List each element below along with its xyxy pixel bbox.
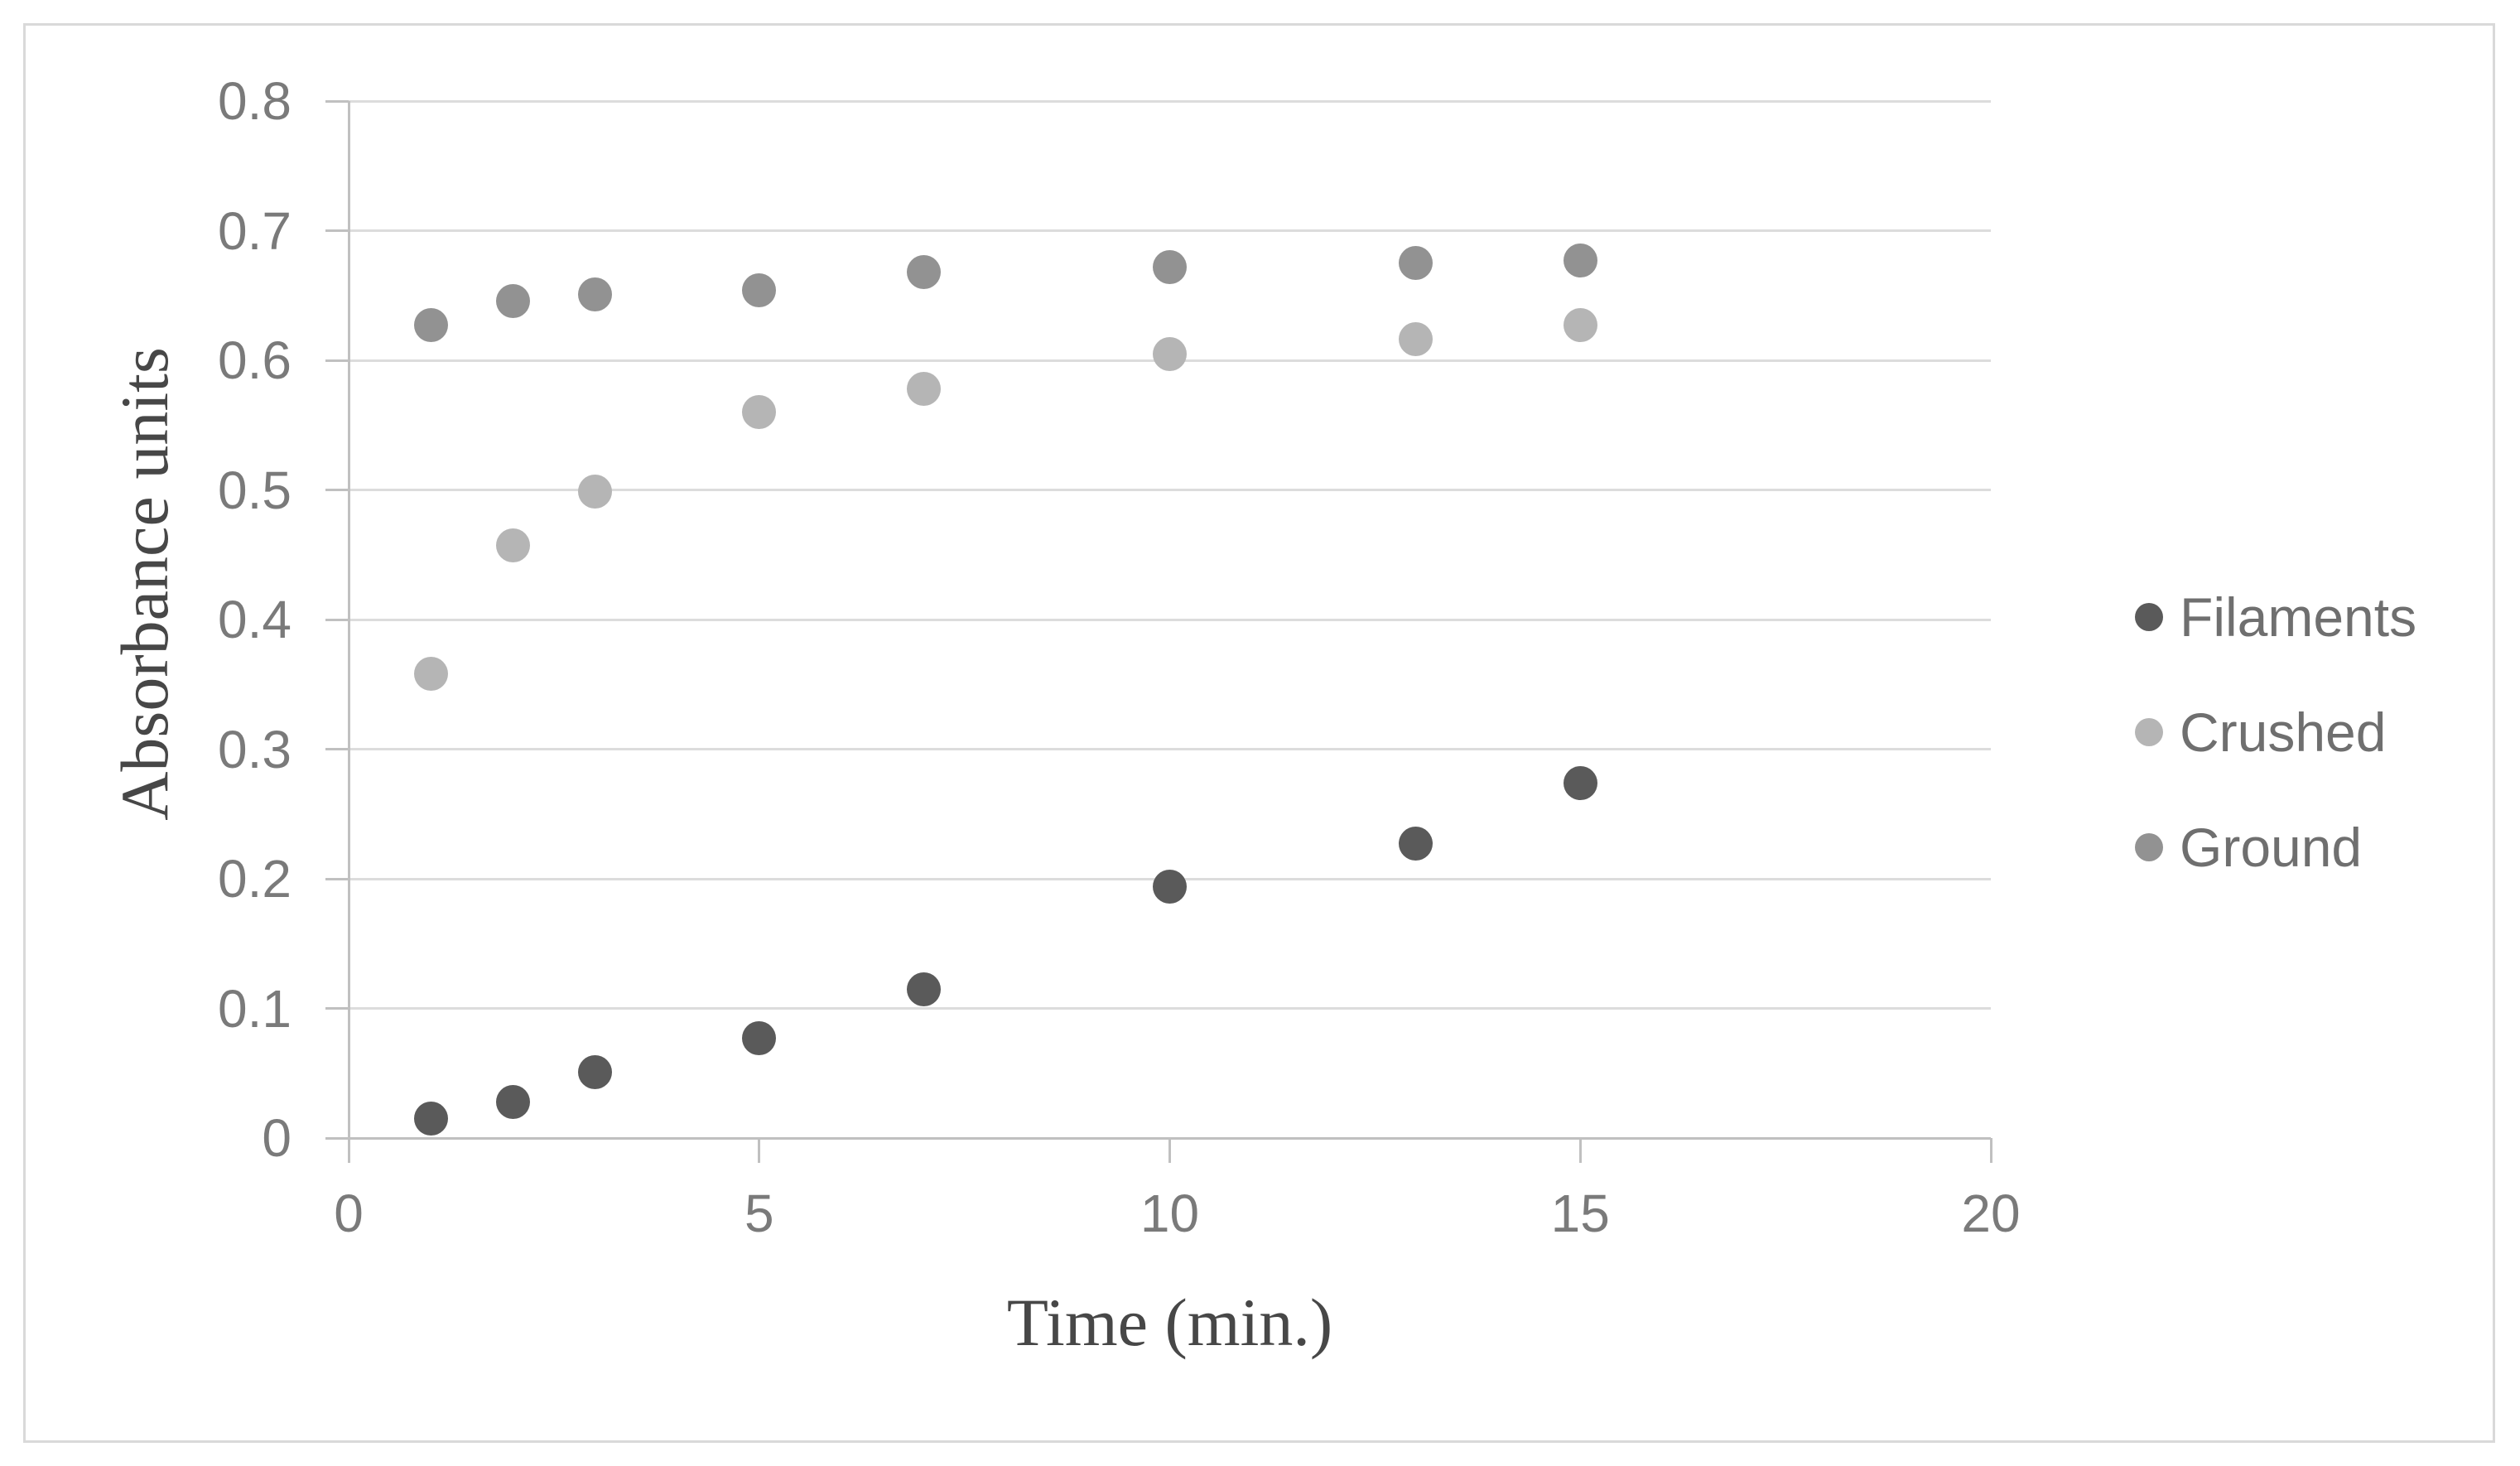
- y-tick-label: 0.3: [218, 719, 292, 779]
- legend-label: Ground: [2180, 817, 2363, 878]
- data-point-crushed: [1563, 308, 1597, 343]
- y-axis-tick: [325, 748, 349, 750]
- gridline: [349, 489, 1991, 491]
- data-point-ground: [906, 255, 941, 290]
- y-axis-tick: [325, 359, 349, 362]
- y-axis-line: [347, 101, 350, 1163]
- data-point-filaments: [1153, 869, 1187, 904]
- data-point-ground: [1153, 249, 1187, 284]
- x-axis-title: Time (min.): [1006, 1285, 1333, 1360]
- data-point-filaments: [1399, 827, 1433, 861]
- x-axis-tick: [758, 1138, 761, 1163]
- crushed-marker-icon: [2135, 718, 2163, 746]
- x-tick-label: 5: [744, 1184, 774, 1243]
- y-axis-tick: [325, 877, 349, 880]
- legend-label: Filaments: [2180, 586, 2417, 648]
- x-axis-tick: [1989, 1138, 1992, 1163]
- gridline: [349, 618, 1991, 621]
- y-axis-tick: [325, 618, 349, 621]
- y-axis-tick: [325, 489, 349, 491]
- y-tick-label: 0.5: [218, 460, 292, 520]
- x-axis-line: [325, 1136, 1991, 1140]
- y-tick-label: 0: [262, 1108, 292, 1168]
- gridline: [349, 229, 1991, 232]
- gridline: [349, 99, 1991, 103]
- x-tick-label: 10: [1140, 1184, 1200, 1243]
- x-tick-label: 0: [334, 1184, 364, 1243]
- data-point-ground: [577, 277, 612, 311]
- filaments-marker-icon: [2135, 603, 2163, 631]
- y-axis-title: Absorbance units: [107, 347, 182, 821]
- x-tick-label: 20: [1961, 1184, 2021, 1243]
- y-tick-label: 0.8: [218, 71, 292, 131]
- x-axis-tick: [1168, 1138, 1171, 1163]
- legend-item-crushed: Crushed: [2135, 702, 2387, 763]
- legend-label: Crushed: [2180, 702, 2387, 763]
- data-point-crushed: [1399, 322, 1433, 357]
- y-tick-label: 0.1: [218, 978, 292, 1039]
- y-tick-label: 0.2: [218, 849, 292, 909]
- y-axis-tick: [325, 229, 349, 232]
- data-point-ground: [1563, 243, 1597, 277]
- gridline: [349, 748, 1991, 750]
- data-point-filaments: [413, 1102, 448, 1136]
- legend-item-ground: Ground: [2135, 817, 2363, 878]
- data-point-filaments: [906, 972, 941, 1006]
- data-point-filaments: [495, 1084, 530, 1119]
- ground-marker-icon: [2135, 833, 2163, 861]
- data-point-crushed: [413, 657, 448, 692]
- y-tick-label: 0.4: [218, 590, 292, 649]
- chart-border: [23, 23, 2495, 1443]
- data-point-crushed: [495, 528, 530, 563]
- gridline: [349, 1007, 1991, 1010]
- data-point-filaments: [742, 1020, 777, 1055]
- data-point-crushed: [742, 395, 777, 430]
- data-point-filaments: [1563, 765, 1597, 800]
- data-point-ground: [1399, 246, 1433, 281]
- data-point-crushed: [577, 474, 612, 509]
- x-tick-label: 15: [1550, 1184, 1610, 1243]
- y-axis-tick: [325, 1007, 349, 1010]
- data-point-crushed: [1153, 336, 1187, 371]
- data-point-crushed: [906, 371, 941, 406]
- x-axis-tick: [1578, 1138, 1582, 1163]
- legend-item-filaments: Filaments: [2135, 586, 2417, 648]
- y-axis-tick: [325, 99, 349, 103]
- y-tick-label: 0.7: [218, 200, 292, 261]
- data-point-filaments: [577, 1054, 612, 1089]
- y-tick-label: 0.6: [218, 330, 292, 390]
- data-point-ground: [495, 283, 530, 318]
- data-point-ground: [742, 272, 777, 307]
- data-point-ground: [413, 308, 448, 343]
